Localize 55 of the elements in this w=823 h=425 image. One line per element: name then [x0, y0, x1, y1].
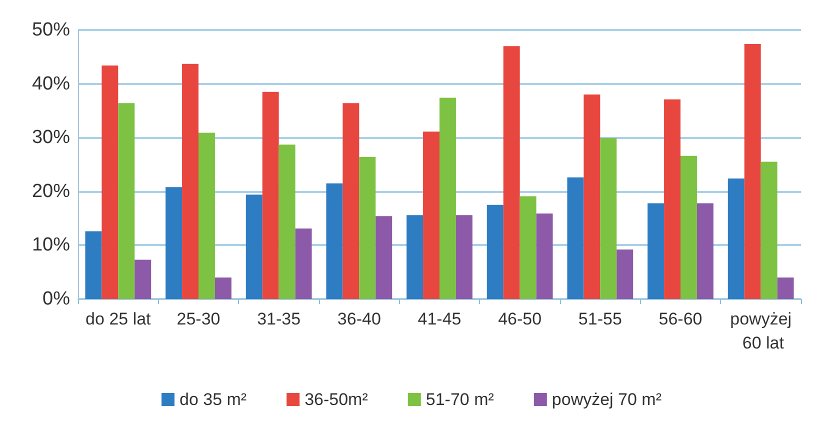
bar [278, 144, 296, 299]
bar [118, 103, 135, 299]
bar [102, 66, 118, 299]
bar [456, 215, 472, 299]
bar [680, 156, 697, 299]
bar [567, 177, 584, 299]
bar [584, 94, 600, 299]
y-tick-label: 50% [32, 20, 70, 40]
bar [85, 231, 102, 299]
bar [198, 132, 215, 299]
x-tick-label: 51-55 [578, 310, 622, 328]
bar [600, 138, 617, 299]
bar [536, 213, 553, 299]
bar [182, 64, 198, 299]
bar [664, 99, 680, 299]
bar [760, 162, 778, 299]
legend-label: 36-50m² [304, 390, 368, 409]
x-tick-label: 56-60 [658, 310, 702, 328]
bar [134, 260, 152, 299]
bar [406, 215, 424, 299]
y-tick-label: 20% [32, 180, 70, 202]
x-tick-label: powyżej 60 lat [730, 310, 792, 352]
bar [486, 204, 504, 299]
bar [342, 103, 360, 299]
x-tick-label: 25-30 [176, 310, 220, 328]
y-tick-label: 40% [32, 73, 70, 94]
legend-label: do 35 m² [179, 390, 247, 409]
bar [214, 277, 232, 299]
legend-label: powyżej 70 m² [552, 390, 662, 409]
bar [648, 203, 664, 299]
bar [359, 156, 376, 299]
bar [262, 92, 279, 299]
bar [728, 178, 744, 299]
bar [326, 183, 343, 299]
bar [376, 216, 392, 299]
y-tick-label: 30% [32, 127, 70, 148]
bar [423, 132, 440, 299]
bar [246, 194, 262, 299]
x-tick-label: 31-35 [257, 310, 301, 328]
x-tick-label: 41-45 [418, 310, 462, 328]
x-tick-label: 36-40 [337, 310, 381, 328]
y-tick-label: 10% [32, 234, 70, 256]
bar [777, 277, 794, 299]
y-tick-label: 0% [42, 288, 70, 310]
bar [440, 98, 456, 299]
bar [696, 203, 714, 299]
x-tick-label: do 25 lat [86, 310, 152, 328]
bar [616, 250, 634, 299]
bar [295, 228, 312, 299]
x-tick-label: 46-50 [498, 310, 542, 328]
legend-label: 51-70 m² [426, 390, 494, 409]
bar [503, 46, 520, 299]
bar [166, 187, 182, 299]
bar [520, 196, 536, 299]
bar [744, 44, 761, 299]
